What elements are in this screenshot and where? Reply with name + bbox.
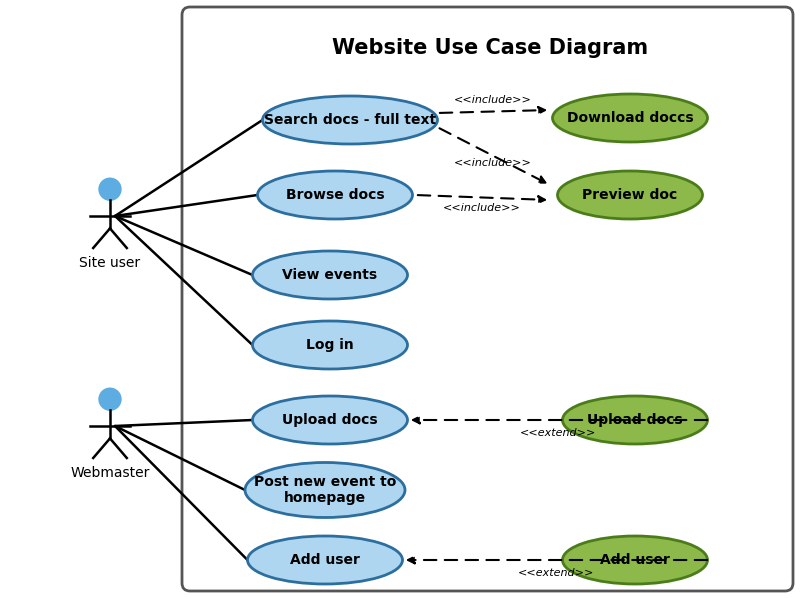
Text: Download doccs: Download doccs — [566, 111, 694, 125]
Circle shape — [99, 389, 121, 410]
Ellipse shape — [258, 171, 413, 219]
Ellipse shape — [558, 171, 702, 219]
Text: Post new event to
homepage: Post new event to homepage — [254, 475, 396, 505]
Ellipse shape — [253, 251, 407, 299]
Ellipse shape — [253, 321, 407, 369]
Ellipse shape — [562, 536, 707, 584]
Text: Site user: Site user — [79, 256, 141, 270]
Ellipse shape — [247, 536, 402, 584]
Ellipse shape — [262, 96, 438, 144]
Text: Preview doc: Preview doc — [582, 188, 678, 202]
FancyBboxPatch shape — [182, 7, 793, 591]
Text: <<extend>>: <<extend>> — [520, 428, 596, 438]
Text: Browse docs: Browse docs — [286, 188, 384, 202]
Text: <<include>>: <<include>> — [454, 158, 532, 168]
Text: Add user: Add user — [290, 553, 360, 567]
Text: Webmaster: Webmaster — [70, 467, 150, 480]
Text: Upload docs: Upload docs — [282, 413, 378, 427]
Ellipse shape — [562, 396, 707, 444]
Text: Add user: Add user — [600, 553, 670, 567]
Ellipse shape — [245, 462, 405, 518]
Text: View events: View events — [282, 268, 378, 282]
Circle shape — [99, 179, 121, 200]
Text: <<include>>: <<include>> — [454, 95, 532, 105]
Text: Website Use Case Diagram: Website Use Case Diagram — [332, 38, 648, 58]
Text: Upload docs: Upload docs — [587, 413, 683, 427]
Ellipse shape — [253, 396, 407, 444]
Ellipse shape — [553, 94, 707, 142]
Text: <<extend>>: <<extend>> — [518, 568, 594, 578]
Text: <<include>>: <<include>> — [443, 203, 521, 213]
Text: Search docs - full text: Search docs - full text — [264, 113, 436, 127]
Text: Log in: Log in — [306, 338, 354, 352]
